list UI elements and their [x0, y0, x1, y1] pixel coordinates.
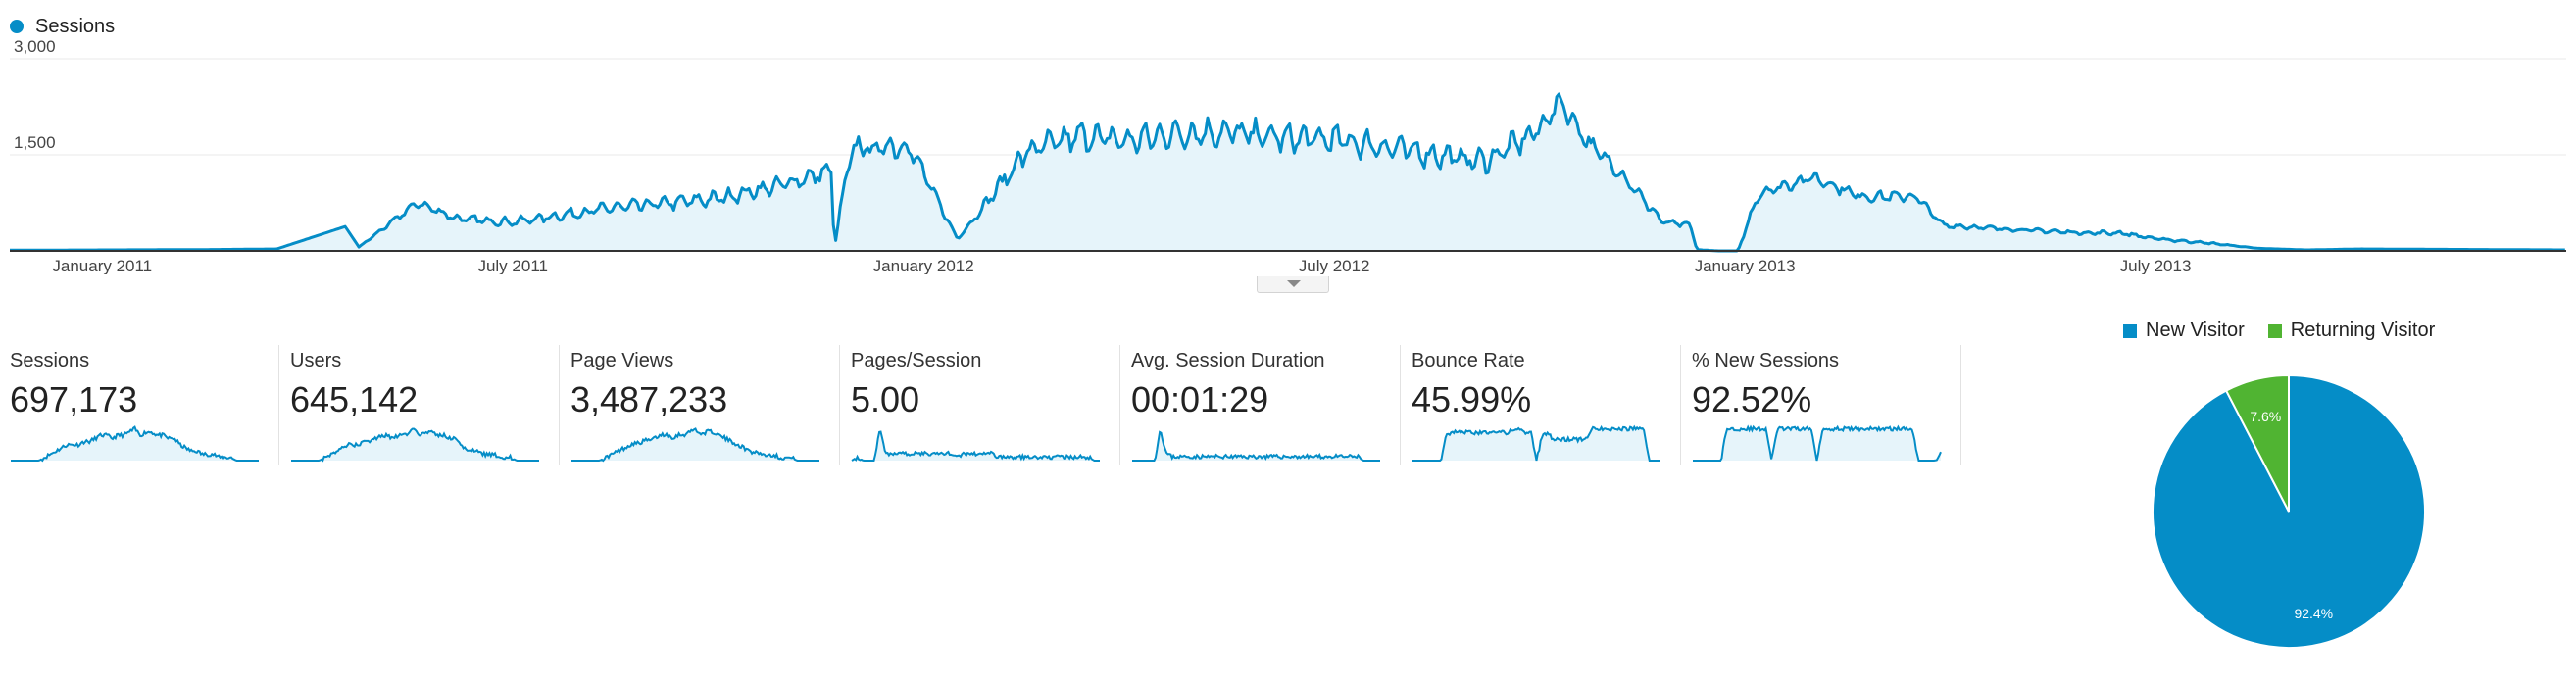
sparkline-pages-per-session [851, 430, 1100, 462]
pie-slice-label: 92.4% [2294, 606, 2333, 621]
metric-avg-session-duration[interactable]: Avg. Session Duration 00:01:29 [1121, 345, 1401, 465]
sparkline-area [11, 426, 259, 461]
metric-label: % New Sessions [1692, 350, 1840, 371]
x-tick-label: January 2013 [1695, 257, 1796, 274]
metric-label: Users [290, 350, 342, 371]
sparkline-new-sessions [1693, 424, 1942, 462]
sparkline-line [11, 425, 259, 463]
y-tick-label: 3,000 [14, 39, 56, 56]
sparkline-line [571, 427, 819, 463]
metric-users[interactable]: Users 645,142 [280, 345, 560, 465]
sessions-line [10, 92, 2565, 253]
sparkline-area [291, 428, 539, 461]
metric-value: 45.99% [1412, 379, 1532, 419]
chart-legend: Sessions [10, 14, 115, 39]
sparkline-avg-session-duration [1132, 430, 1380, 462]
pie-slice-label: 7.6% [2250, 409, 2281, 424]
pie-legend-label: Returning Visitor [2290, 319, 2436, 341]
visitor-type-pie-chart[interactable]: 92.4% 7.6% [2147, 367, 2441, 661]
pie-slice-returning-visitor[interactable] [2224, 373, 2290, 513]
sparkline-page-views [571, 427, 819, 463]
sparkline-sessions [11, 425, 259, 463]
metric-pages-per-session[interactable]: Pages/Session 5.00 [841, 345, 1120, 465]
legend-dot-icon [10, 20, 24, 33]
metric-value: 3,487,233 [570, 379, 728, 419]
metric-page-views[interactable]: Page Views 3,487,233 [561, 345, 840, 465]
metric-label: Page Views [570, 350, 674, 371]
legend-label-sessions: Sessions [35, 15, 116, 37]
pie-legend-new-visitor[interactable]: New Visitor [2123, 319, 2245, 342]
metric-value: 5.00 [851, 379, 920, 419]
x-tick-label: July 2011 [477, 257, 548, 274]
metric-new-sessions[interactable]: % New Sessions 92.52% [1682, 345, 1961, 465]
pie-legend: New Visitor Returning Visitor [2123, 319, 2458, 342]
sparkline-area [1693, 426, 1941, 461]
metric-label: Bounce Rate [1412, 350, 1525, 371]
legend-swatch-icon [2123, 323, 2137, 338]
sparkline-line [1693, 424, 1942, 462]
metric-label: Sessions [10, 350, 90, 371]
sparkline-line [1132, 430, 1380, 462]
sessions-area [10, 94, 2566, 251]
sparkline-line [851, 430, 1100, 462]
sparkline-line [291, 427, 539, 463]
x-tick-label: July 2012 [1299, 257, 1370, 274]
caret-down-icon [1287, 280, 1301, 287]
sparkline-users [291, 427, 539, 463]
sparkline-bounce-rate [1412, 424, 1660, 462]
metric-value: 00:01:29 [1131, 379, 1269, 419]
metric-sessions[interactable]: Sessions 697,173 [0, 345, 279, 465]
metric-label: Avg. Session Duration [1131, 350, 1325, 371]
metric-value: 697,173 [10, 379, 138, 419]
metric-label: Pages/Session [851, 350, 982, 371]
sessions-line-chart[interactable]: 3,000 1,500 January 2011 July 2011 January 2… [0, 39, 2576, 274]
sparkline-line [1412, 424, 1660, 462]
pie-legend-returning-visitor[interactable]: Returning Visitor [2267, 319, 2436, 342]
metric-value: 645,142 [290, 379, 419, 419]
legend-swatch-icon [2267, 323, 2282, 338]
x-tick-label: July 2013 [2120, 257, 2192, 274]
collapse-chart-handle[interactable] [1257, 276, 1329, 293]
y-tick-label: 1,500 [14, 133, 56, 152]
metric-bounce-rate[interactable]: Bounce Rate 45.99% [1402, 345, 1681, 465]
x-tick-label: January 2012 [873, 257, 974, 274]
pie-legend-label: New Visitor [2146, 319, 2245, 341]
metric-value: 92.52% [1692, 379, 1812, 419]
x-tick-label: January 2011 [52, 257, 152, 274]
